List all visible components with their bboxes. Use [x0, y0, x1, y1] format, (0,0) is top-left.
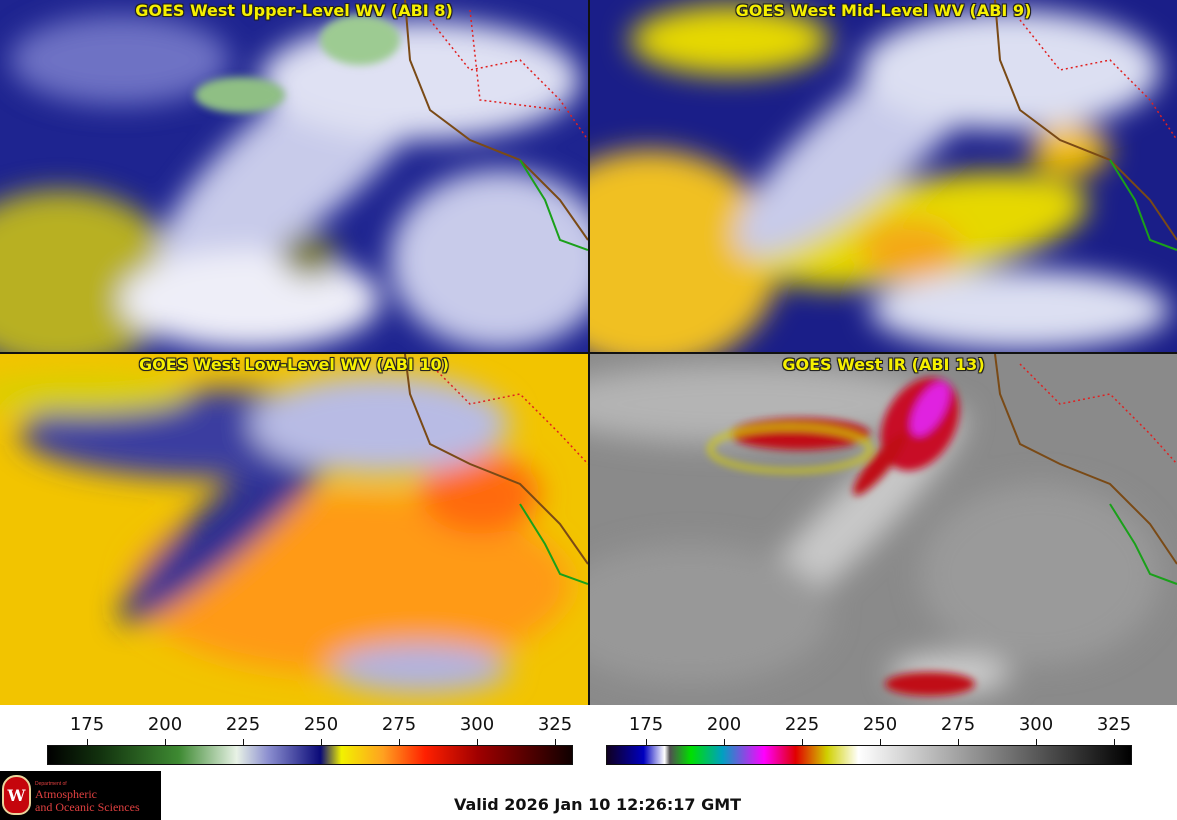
- panel-divider-horizontal: [0, 352, 1177, 354]
- upper-level-wv-image: [0, 0, 588, 352]
- colorbar-right-tick: 200: [706, 714, 742, 735]
- colorbar-left-tick: 300: [459, 714, 495, 735]
- tick-mark: [321, 739, 322, 745]
- mid-level-wv-image: [590, 0, 1177, 352]
- tick-mark: [646, 739, 647, 745]
- uw-crest-icon: W: [2, 775, 31, 815]
- colorbar-left-tick: 325: [537, 714, 573, 735]
- colorbar-left-tick: 175: [69, 714, 105, 735]
- low-level-wv-image: [0, 354, 588, 705]
- tick-mark: [399, 739, 400, 745]
- colorbar-left: [47, 745, 573, 765]
- colorbar-right: [606, 745, 1132, 765]
- colorbar-right-tick: 275: [940, 714, 976, 735]
- panel-title: GOES West Mid-Level WV (ABI 9): [735, 1, 1032, 20]
- panel-low-level-wv: GOES West Low-Level WV (ABI 10): [0, 354, 588, 705]
- tick-mark: [724, 739, 725, 745]
- tick-mark: [1036, 739, 1037, 745]
- tick-mark: [555, 739, 556, 745]
- colorbar-right-tick: 250: [862, 714, 898, 735]
- tick-mark: [87, 739, 88, 745]
- colorbar-right-tick: 225: [784, 714, 820, 735]
- tick-mark: [880, 739, 881, 745]
- panel-title: GOES West Low-Level WV (ABI 10): [138, 355, 449, 374]
- logo-line-2: and Oceanic Sciences: [35, 800, 140, 814]
- tick-mark: [802, 739, 803, 745]
- panel-upper-level-wv: GOES West Upper-Level WV (ABI 8): [0, 0, 588, 352]
- tick-mark: [1114, 739, 1115, 745]
- colorbar-right-ticks: 175 200 225 250 275 300 325: [606, 714, 1131, 738]
- tick-mark: [165, 739, 166, 745]
- tick-mark: [958, 739, 959, 745]
- valid-time: Valid 2026 Jan 10 12:26:17 GMT: [454, 795, 742, 814]
- colorbar-left-tick: 225: [225, 714, 261, 735]
- logo-line-1: Atmospheric: [35, 787, 97, 801]
- colorbar-left-tick: 200: [147, 714, 183, 735]
- logo-dept-text: Department of: [35, 781, 67, 787]
- tick-mark: [477, 739, 478, 745]
- tick-mark: [243, 739, 244, 745]
- aos-logo[interactable]: W Department of Atmospheric and Oceanic …: [0, 771, 161, 820]
- colorbar-right-tick: 175: [628, 714, 664, 735]
- panel-mid-level-wv: GOES West Mid-Level WV (ABI 9): [590, 0, 1177, 352]
- colorbar-right-tick: 325: [1096, 714, 1132, 735]
- colorbar-left-tick: 250: [303, 714, 339, 735]
- panel-title: GOES West IR (ABI 13): [782, 355, 985, 374]
- panel-title: GOES West Upper-Level WV (ABI 8): [135, 1, 453, 20]
- colorbar-left-ticks: 175 200 225 250 275 300 325: [47, 714, 572, 738]
- ir-image: [590, 354, 1177, 705]
- panel-ir: GOES West IR (ABI 13): [590, 354, 1177, 705]
- colorbar-right-tick: 300: [1018, 714, 1054, 735]
- colorbar-left-tick: 275: [381, 714, 417, 735]
